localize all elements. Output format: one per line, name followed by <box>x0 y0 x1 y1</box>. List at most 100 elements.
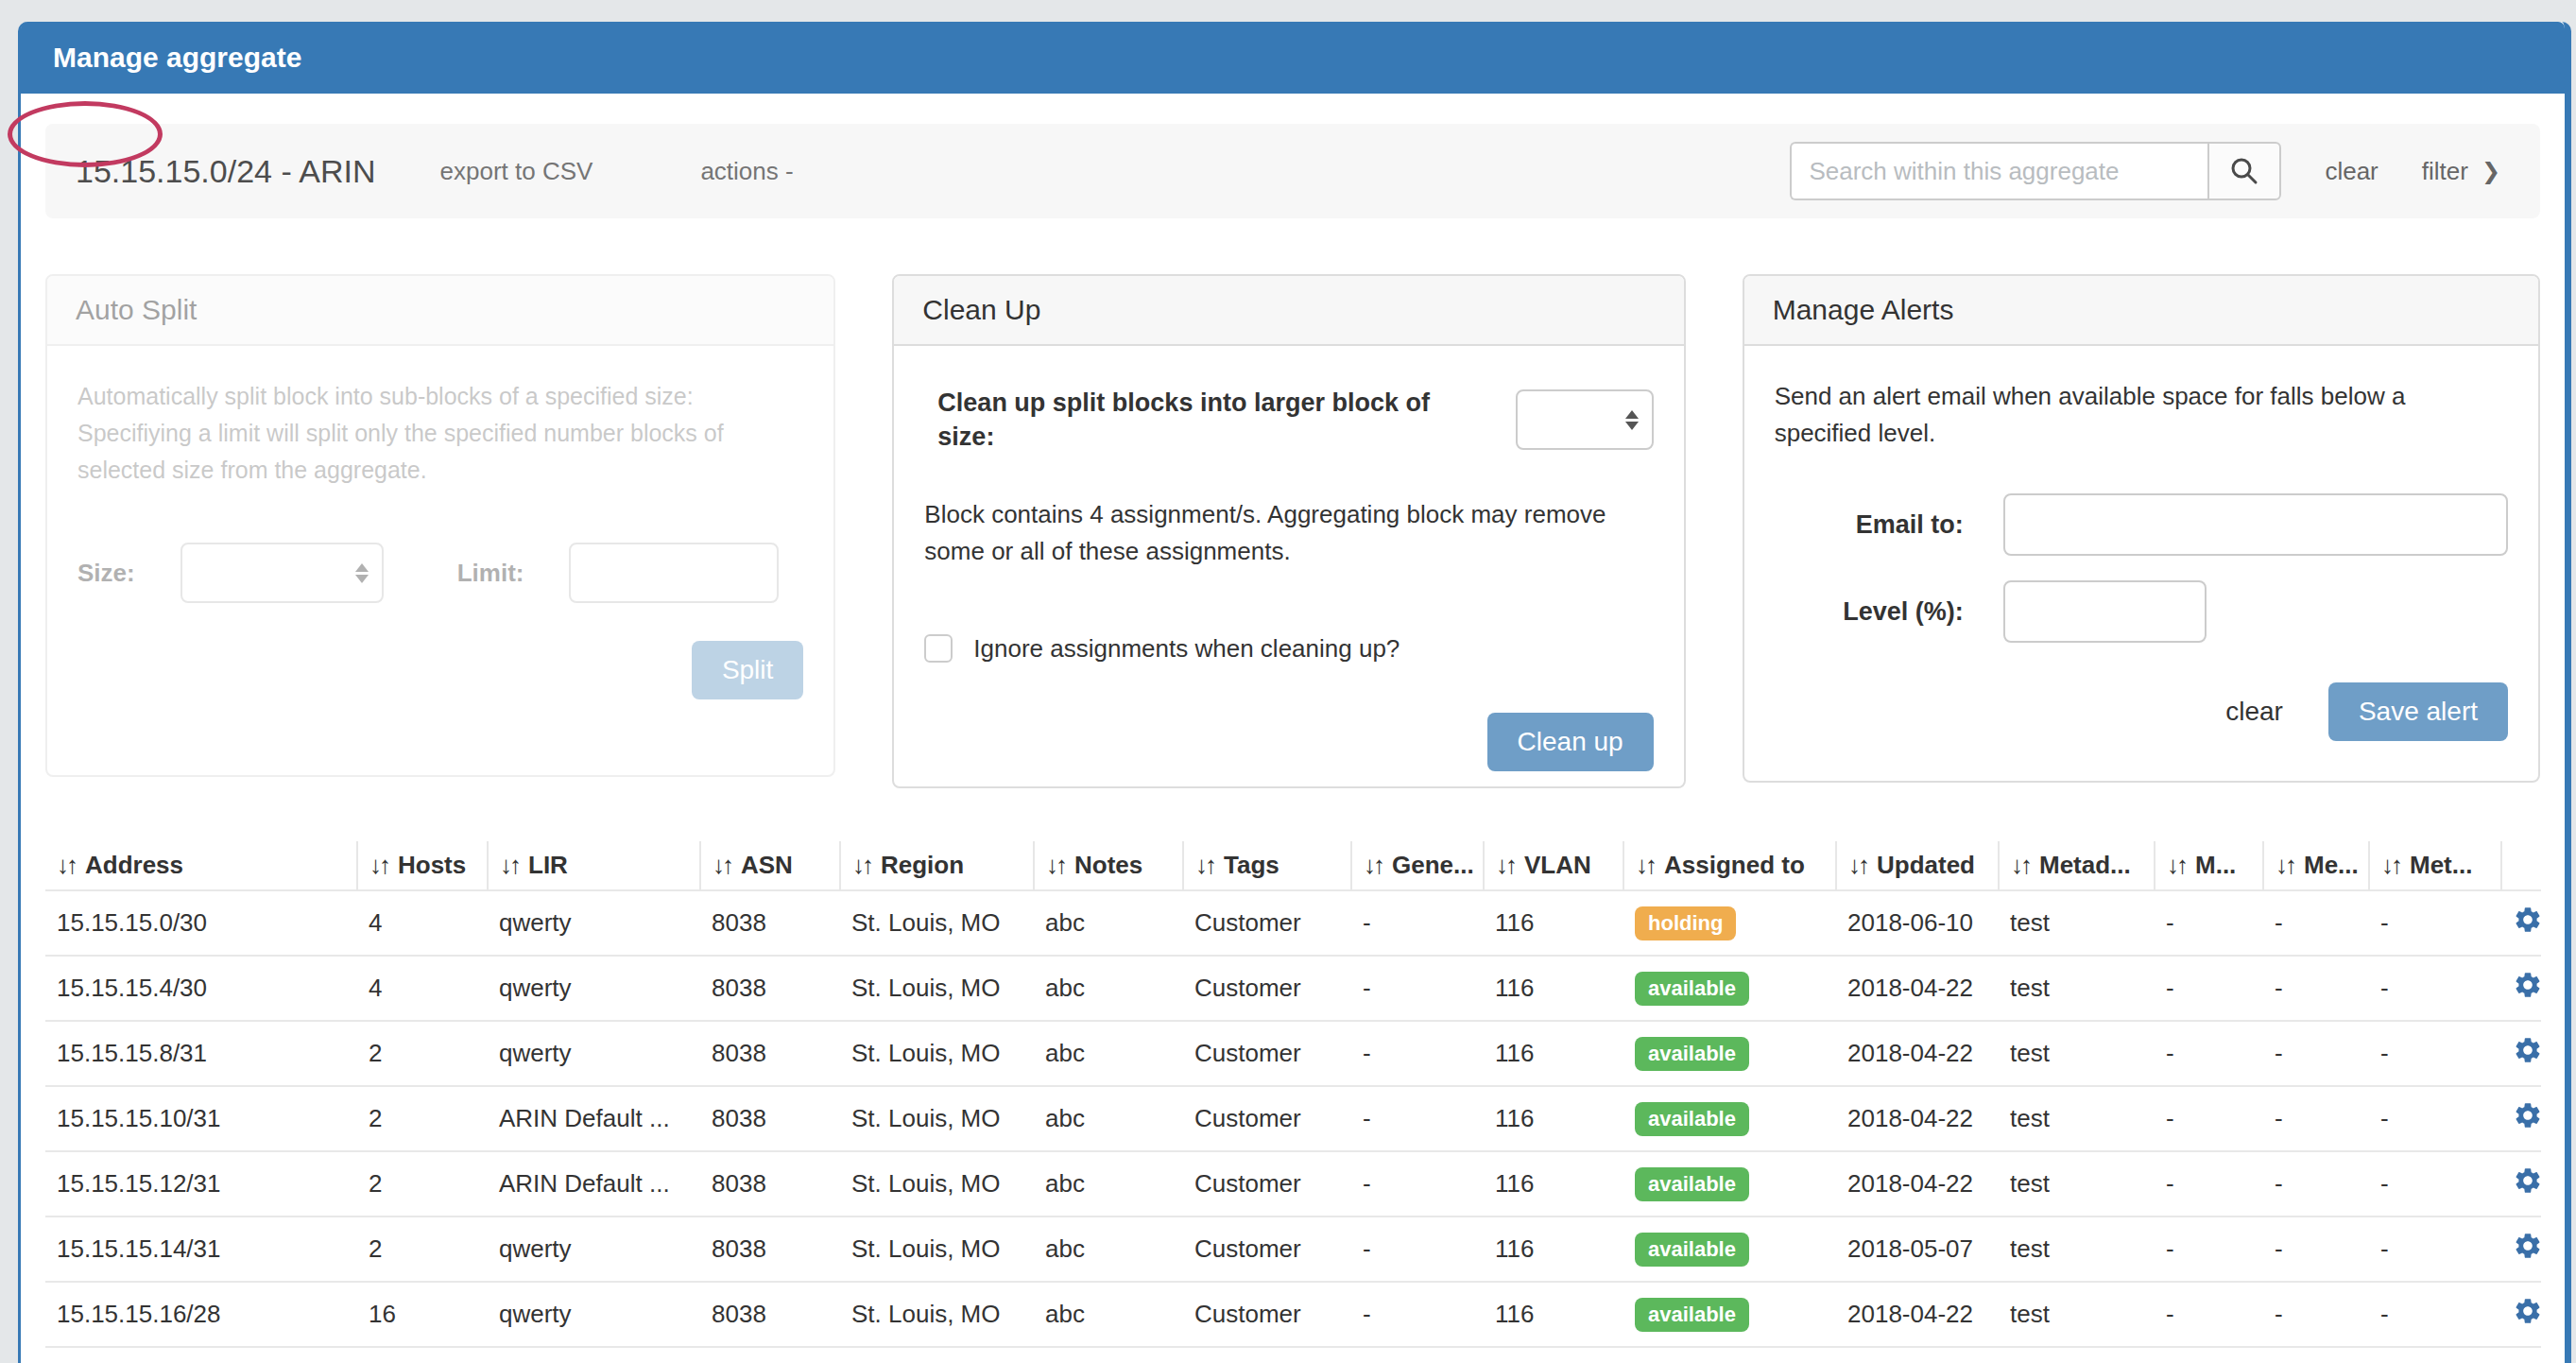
column-header-met[interactable]: ↓↑Met... <box>2369 841 2501 890</box>
cell-actions <box>2501 1216 2541 1282</box>
cell-gene: - <box>1351 1216 1484 1282</box>
cell-vlan: 116 <box>1484 1086 1623 1151</box>
cell-notes: abc <box>1034 1282 1183 1347</box>
cell-met: - <box>2369 1151 2501 1216</box>
cell-hosts: 2 <box>357 1216 488 1282</box>
tool-cards-row: Auto Split Automatically split block int… <box>45 274 2540 788</box>
limit-label: Limit: <box>457 559 524 588</box>
cell-metad: test <box>1999 890 2155 956</box>
row-settings-button[interactable] <box>2513 905 2541 935</box>
row-settings-button[interactable] <box>2513 1035 2541 1065</box>
column-header-hosts[interactable]: ↓↑Hosts <box>357 841 488 890</box>
sort-icon: ↓↑ <box>1496 851 1515 879</box>
cell-assigned-to: available <box>1623 956 1836 1021</box>
gear-icon <box>2513 1100 2541 1130</box>
cell-asn: 8038 <box>700 956 840 1021</box>
search-button[interactable] <box>2207 142 2281 200</box>
clean-up-size-select[interactable] <box>1516 389 1654 450</box>
row-settings-button[interactable] <box>2513 1296 2541 1326</box>
cell-updated: 2018-04-22 <box>1836 956 1999 1021</box>
clean-up-card: Clean Up Clean up split blocks into larg… <box>892 274 1685 788</box>
select-arrows-icon <box>355 563 369 583</box>
size-select[interactable] <box>180 543 384 603</box>
cell-updated: 2018-05-07 <box>1836 1216 1999 1282</box>
cell-metad: test <box>1999 1086 2155 1151</box>
limit-input[interactable] <box>569 543 779 603</box>
sort-icon: ↓↑ <box>713 851 731 879</box>
cell-updated: 2018-04-22 <box>1836 1282 1999 1347</box>
row-settings-button[interactable] <box>2513 1165 2541 1196</box>
cell-asn: 8038 <box>700 1282 840 1347</box>
email-to-input[interactable] <box>2003 493 2508 556</box>
cell-hosts: 2 <box>357 1151 488 1216</box>
column-header-asn[interactable]: ↓↑ASN <box>700 841 840 890</box>
cell-lir: qwerty <box>488 890 700 956</box>
split-button[interactable]: Split <box>692 641 803 699</box>
column-header-metad[interactable]: ↓↑Metad... <box>1999 841 2155 890</box>
cell-lir: qwerty <box>488 956 700 1021</box>
status-badge: holding <box>1635 906 1736 940</box>
cell-vlan: 116 <box>1484 956 1623 1021</box>
manage-alerts-header: Manage Alerts <box>1744 276 2538 346</box>
cell-m: - <box>2155 1086 2263 1151</box>
panel-header: Manage aggregate <box>21 22 2565 94</box>
row-settings-button[interactable] <box>2513 1231 2541 1261</box>
row-settings-button[interactable] <box>2513 970 2541 1000</box>
search-icon <box>2229 156 2259 186</box>
column-header-gene[interactable]: ↓↑Gene... <box>1351 841 1484 890</box>
clear-search-link[interactable]: clear <box>2325 157 2378 186</box>
column-header-lir[interactable]: ↓↑LIR <box>488 841 700 890</box>
row-settings-button[interactable] <box>2513 1100 2541 1130</box>
clean-up-button[interactable]: Clean up <box>1487 713 1654 771</box>
manage-alerts-card: Manage Alerts Send an alert email when a… <box>1743 274 2540 783</box>
column-header-me[interactable]: ↓↑Me... <box>2263 841 2369 890</box>
cell-actions <box>2501 1151 2541 1216</box>
cell-region: St. Louis, MO <box>840 1086 1034 1151</box>
cell-asn: 8038 <box>700 1086 840 1151</box>
manage-alerts-description: Send an alert email when available space… <box>1775 378 2508 452</box>
sort-icon: ↓↑ <box>1364 851 1382 879</box>
blocks-table-wrap: ↓↑Address↓↑Hosts↓↑LIR↓↑ASN↓↑Region↓↑Note… <box>45 841 2540 1348</box>
cell-notes: abc <box>1034 890 1183 956</box>
cell-address: 15.15.15.16/28 <box>45 1282 357 1347</box>
column-header-region[interactable]: ↓↑Region <box>840 841 1034 890</box>
column-header-actions <box>2501 841 2541 890</box>
actions-dropdown[interactable]: actions - <box>698 153 795 190</box>
cell-notes: abc <box>1034 956 1183 1021</box>
ignore-assignments-checkbox[interactable] <box>924 634 953 663</box>
sort-icon: ↓↑ <box>1046 851 1065 879</box>
column-header-updated[interactable]: ↓↑Updated <box>1836 841 1999 890</box>
auto-split-header: Auto Split <box>47 276 833 346</box>
cell-vlan: 116 <box>1484 1216 1623 1282</box>
search-input[interactable] <box>1790 142 2207 200</box>
status-badge: available <box>1635 972 1749 1006</box>
cell-hosts: 4 <box>357 890 488 956</box>
cell-gene: - <box>1351 1021 1484 1086</box>
column-header-notes[interactable]: ↓↑Notes <box>1034 841 1183 890</box>
blocks-table: ↓↑Address↓↑Hosts↓↑LIR↓↑ASN↓↑Region↓↑Note… <box>45 841 2541 1348</box>
cell-asn: 8038 <box>700 1216 840 1282</box>
aggregate-title: 15.15.15.0/24 - ARIN <box>76 153 376 190</box>
export-to-csv-link[interactable]: export to CSV <box>440 157 593 186</box>
column-header-tags[interactable]: ↓↑Tags <box>1183 841 1351 890</box>
cell-tags: Customer <box>1183 1151 1351 1216</box>
column-header-address[interactable]: ↓↑Address <box>45 841 357 890</box>
column-header-vlan[interactable]: ↓↑VLAN <box>1484 841 1623 890</box>
alert-clear-link[interactable]: clear <box>2225 697 2283 727</box>
cell-actions <box>2501 1282 2541 1347</box>
cell-lir: qwerty <box>488 1216 700 1282</box>
cell-assigned-to: available <box>1623 1282 1836 1347</box>
size-label: Size: <box>77 559 135 588</box>
column-header-assigned-to[interactable]: ↓↑Assigned to <box>1623 841 1836 890</box>
cell-gene: - <box>1351 1151 1484 1216</box>
level-input[interactable] <box>2003 580 2207 643</box>
sort-icon: ↓↑ <box>2275 851 2294 879</box>
cell-me: - <box>2263 1021 2369 1086</box>
cell-assigned-to: available <box>1623 1151 1836 1216</box>
status-badge: available <box>1635 1233 1749 1267</box>
save-alert-button[interactable]: Save alert <box>2328 682 2508 741</box>
filter-link[interactable]: filter ❯ <box>2422 157 2500 186</box>
cell-m: - <box>2155 956 2263 1021</box>
column-header-m[interactable]: ↓↑M... <box>2155 841 2263 890</box>
cell-region: St. Louis, MO <box>840 890 1034 956</box>
